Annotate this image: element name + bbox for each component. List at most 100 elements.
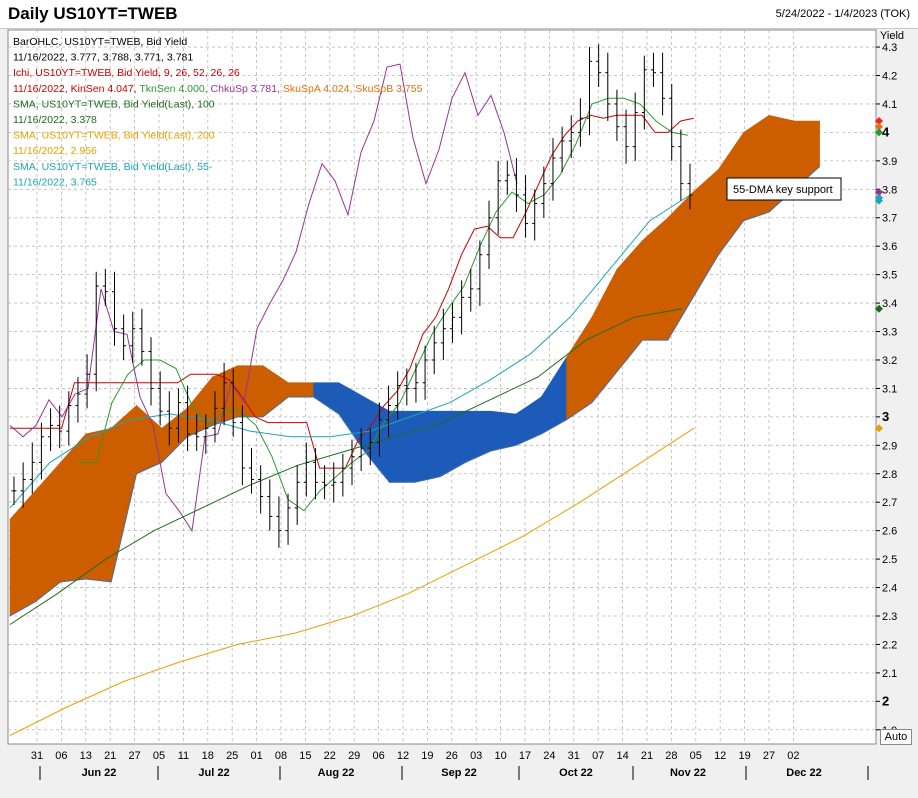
ohlc-bar <box>660 52 666 116</box>
x-month-label: Sep 22 <box>441 767 476 779</box>
ohlc-bar <box>203 414 209 454</box>
x-month-label: Nov 22 <box>670 767 706 779</box>
legend-row: 11/16/2022, 3.765 <box>13 176 97 188</box>
date-range: 5/24/2022 - 1/4/2023 (TOK) <box>775 8 910 20</box>
cloud-segment <box>743 114 770 222</box>
y-tick-label: 3.2 <box>882 355 897 367</box>
ohlc-bar <box>504 160 510 195</box>
price-chart[interactable]: 1.922.12.22.32.42.52.62.72.82.933.13.23.… <box>0 28 918 798</box>
x-day-label: 01 <box>250 750 262 762</box>
ohlc-bar <box>84 354 90 409</box>
x-day-label: 31 <box>568 750 580 762</box>
x-day-label: 29 <box>348 750 360 762</box>
x-day-label: 08 <box>275 750 287 762</box>
ohlc-bar <box>614 89 620 141</box>
x-day-label: 14 <box>616 750 628 762</box>
x-day-label: 27 <box>128 750 140 762</box>
legend: BarOHLC, US10YT=TWEB, Bid Yield 11/16/202… <box>13 36 423 188</box>
ohlc-bar <box>66 391 72 446</box>
legend-row: Ichi, US10YT=TWEB, Bid Yield, 9, 26, 52,… <box>13 67 240 79</box>
line-sma-55 <box>9 194 691 509</box>
ohlc-bar <box>331 462 337 503</box>
x-day-label: 05 <box>690 750 702 762</box>
ohlc-bar <box>678 129 684 201</box>
x-day-label: 28 <box>665 750 677 762</box>
senkou-span-b <box>9 166 820 617</box>
ohlc-bar <box>185 385 191 452</box>
ohlc-bar <box>358 428 364 471</box>
ohlc-bar <box>367 428 373 466</box>
ohlc-bar <box>541 166 547 218</box>
x-month-label: Jun 22 <box>82 767 117 779</box>
legend-part: TknSen 4.000, <box>139 83 210 95</box>
legend-part: SkuSpA 4.024, SkuSpB 3.755 <box>283 83 423 95</box>
ohlc-bar <box>349 439 355 486</box>
ohlc-bar <box>669 84 675 161</box>
ohlc-bar <box>623 109 629 164</box>
x-day-label: 22 <box>324 750 336 762</box>
ohlc-bar <box>495 160 501 235</box>
legend-row: 11/16/2022, KinSen 4.047, TknSen 4.000, … <box>13 83 423 95</box>
line-chkusp <box>9 63 518 533</box>
ohlc-bar <box>221 362 227 426</box>
ohlc-bar <box>486 200 492 269</box>
y-tick-label: 2 <box>882 693 889 708</box>
auto-scale-button[interactable]: Auto <box>880 729 912 745</box>
ohlc-bar <box>57 405 63 449</box>
ohlc-bar <box>258 465 264 514</box>
y-tick-label: 3.4 <box>882 298 897 310</box>
ohlc-bar <box>376 402 382 457</box>
x-day-label: 27 <box>763 750 775 762</box>
x-month-label: Dec 22 <box>786 767 821 779</box>
ohlc-bar <box>303 442 309 497</box>
legend-row: BarOHLC, US10YT=TWEB, Bid Yield <box>13 36 187 48</box>
y-tick-label: 4.3 <box>882 42 897 54</box>
y-tick-label: 2.4 <box>882 583 897 595</box>
ohlc-bar <box>449 303 455 343</box>
x-day-label: 05 <box>153 750 165 762</box>
x-day-label: 17 <box>519 750 531 762</box>
cloud-segment <box>287 382 314 398</box>
ohlc-bar <box>230 368 236 437</box>
x-day-label: 10 <box>494 750 506 762</box>
ohlc-bar <box>48 408 54 452</box>
y-tick-label: 2.5 <box>882 554 897 566</box>
ohlc-bar <box>587 47 593 136</box>
y-axis: 1.922.12.22.32.42.52.62.72.82.933.13.23.… <box>876 42 897 737</box>
x-day-label: 06 <box>372 750 384 762</box>
ohlc-bar <box>29 442 35 494</box>
y-tick-label: 2.7 <box>882 497 897 509</box>
y-tick-label: 2.1 <box>882 668 897 680</box>
y-tick-label: 3.3 <box>882 327 897 339</box>
y-tick-label: 3 <box>882 409 889 424</box>
legend-row: SMA, US10YT=TWEB, Bid Yield(Last), 200 <box>13 130 215 142</box>
x-day-label: 21 <box>104 750 116 762</box>
x-day-label: 19 <box>421 750 433 762</box>
x-day-label: 02 <box>787 750 799 762</box>
ohlc-bar <box>20 462 26 508</box>
title-bar: Daily US10YT=TWEB 5/24/2022 - 1/4/2023 (… <box>0 0 918 29</box>
annotation-box: 55-DMA key support <box>726 177 842 201</box>
x-day-label: 15 <box>299 750 311 762</box>
ohlc-bar <box>212 391 218 443</box>
ohlc-bar <box>194 414 200 452</box>
ohlc-bar <box>386 385 392 437</box>
ohlc-bar <box>559 126 565 173</box>
ohlc-bar <box>148 337 154 406</box>
x-day-label: 21 <box>641 750 653 762</box>
ohlc-bar <box>239 405 245 486</box>
x-day-label: 12 <box>397 750 409 762</box>
ohlc-bar <box>175 388 181 443</box>
value-marker <box>875 117 883 126</box>
ohlc-bar <box>102 268 108 306</box>
y-tick-label: 4.1 <box>882 99 897 111</box>
x-day-label: 19 <box>738 750 750 762</box>
x-day-label: 26 <box>446 750 458 762</box>
ohlc-bar <box>93 271 99 392</box>
ohlc-bar <box>294 465 300 525</box>
value-marker <box>875 128 883 137</box>
x-day-label: 03 <box>470 750 482 762</box>
x-axis: 31 06 13 21 27 05 11 18 25 01 08 15 22 29 06 12 19 26 03 10… <box>31 750 869 780</box>
x-day-label: 24 <box>543 750 555 762</box>
x-day-label: 12 <box>714 750 726 762</box>
